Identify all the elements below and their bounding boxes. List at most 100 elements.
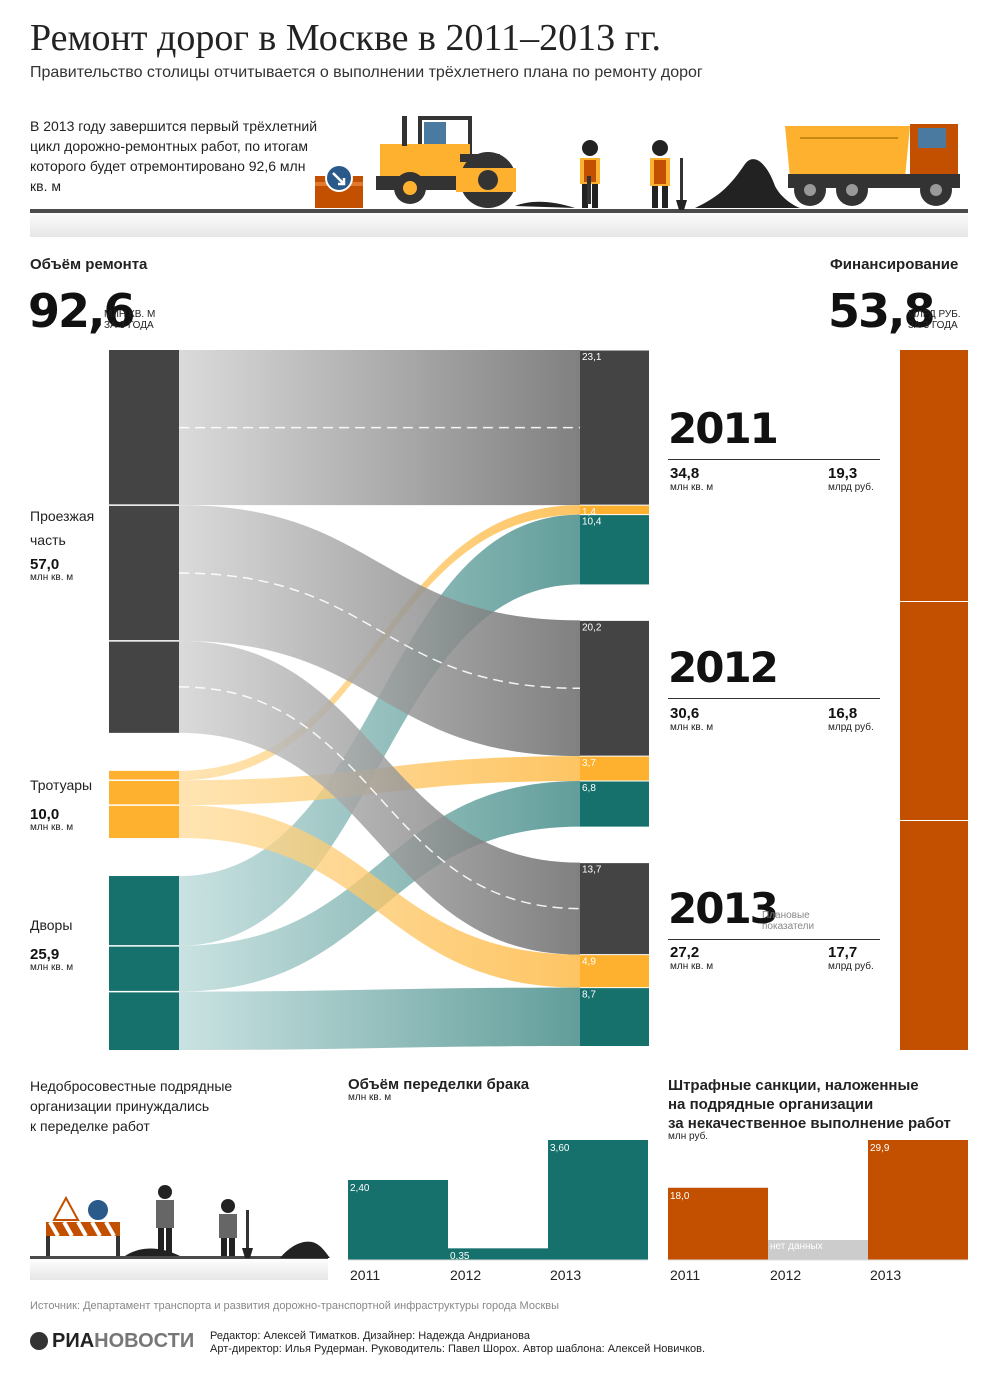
category-label-roadway: Проезжая часть: [30, 508, 95, 548]
financing-segment-2011: [900, 350, 968, 602]
worker-icon: [580, 140, 600, 208]
rework-bar-2011: [348, 1180, 448, 1260]
rework-bar-2013: [548, 1140, 648, 1260]
target-node-2011-yard: [580, 514, 649, 585]
worker-with-shovel-icon: [650, 140, 687, 210]
source-node-roadway: [109, 350, 179, 733]
globe-icon: [30, 1332, 48, 1350]
road-sign-icon: [315, 164, 363, 208]
target-label-2013-sidewalk: 4,9: [582, 957, 596, 968]
category-value-roadway: 57,0: [30, 556, 60, 573]
volume-heading: Объём ремонта: [30, 256, 148, 273]
year-area-2011: 34,8: [670, 465, 700, 482]
sankey-links: [178, 350, 581, 1050]
road-surface-line: [30, 209, 968, 213]
year-area-unit-2011: млн кв. м: [670, 482, 714, 493]
target-node-2011-roadway: [580, 350, 649, 506]
rework-bar-2012: [448, 1248, 548, 1260]
bottom-ground: [30, 1258, 328, 1280]
target-label-2012-sidewalk: 3,7: [582, 758, 596, 769]
lane-marking-2012: [178, 572, 581, 690]
year-money-2012: 16,8: [828, 705, 858, 722]
year-rule-2013: [668, 939, 880, 940]
year-label-2011: 2011: [668, 404, 779, 453]
rework-unit: млн кв. м: [348, 1092, 392, 1103]
year-money-unit-2011: млрд руб.: [828, 482, 874, 493]
rework-bar-label-2011: 2,40: [350, 1183, 370, 1194]
financing-bar: [900, 350, 968, 1050]
credits: Редактор: Алексей Тиматков. Дизайнер: На…: [210, 1330, 706, 1355]
volume-unit-line2: ЗА 3 ГОДА: [104, 320, 154, 331]
year-rule-2011: [668, 459, 880, 460]
sankey-chart: 23,1 1,410,4 20,2 3,7 6,8 13,7 4,9 8,7: [109, 349, 649, 1050]
intro-text: В 2013 году завершится первый трёхлетний…: [30, 118, 318, 194]
ria-novosti-logo: РИАНОВОСТИ: [30, 1330, 194, 1353]
financing-segment-2013: [900, 819, 968, 1050]
road-ground: [30, 209, 968, 237]
year-money-2013: 17,7: [828, 944, 858, 961]
planned-note-2013: Плановые показатели: [762, 910, 815, 932]
target-label-2012-roadway: 20,2: [582, 622, 602, 633]
target-node-2013-sidewalk: [580, 954, 649, 988]
sankey-link-2013-roadway: [179, 640, 580, 955]
financing-unit-line1: МЛРД РУБ.: [908, 309, 961, 320]
official-with-shovel-icon: [219, 1199, 253, 1258]
fines-bar-chart: 18,0 2011 нет данных 2012 29,9 2013: [668, 1140, 968, 1283]
year-area-unit-2012: млн кв. м: [670, 722, 714, 733]
asphalt-pile-small: [515, 201, 575, 208]
fines-unit: млн руб.: [668, 1131, 709, 1142]
target-label-2013-yard: 8,7: [582, 990, 596, 1001]
fines-bar-2012: [768, 1240, 868, 1260]
sankey-link-2013-sidewalk: [179, 805, 580, 988]
rework-axis-label-2013: 2013: [550, 1267, 581, 1283]
contractors-note: Недобросовестные подрядные организации п…: [30, 1078, 233, 1134]
financing-segment-2012: [900, 601, 968, 820]
year-area-2012: 30,6: [670, 705, 700, 722]
target-node-2012-sidewalk: [580, 756, 649, 781]
page-subtitle: Правительство столицы отчитывается о вып…: [30, 64, 703, 81]
rework-bar-label-2012: 0,35: [450, 1251, 470, 1262]
financing-unit-line2: ЗА 3 ГОДА: [908, 320, 958, 331]
official-icon: [156, 1185, 174, 1256]
year-money-2011: 19,3: [828, 465, 858, 482]
fines-bar-2011: [668, 1187, 768, 1260]
sankey-link-2013-yard: [179, 987, 580, 1050]
volume-total: 92,6: [28, 284, 135, 338]
construction-sign-icon: [46, 1195, 120, 1256]
fines-bar-label-2012: нет данных: [770, 1241, 823, 1252]
fines-title: Штрафные санкции, наложенные на подрядны…: [668, 1077, 951, 1132]
asphalt-pile-large: [695, 159, 800, 208]
year-money-unit-2013: млрд руб.: [828, 961, 874, 972]
target-label-2012-yard: 6,8: [582, 783, 596, 794]
category-unit-roadway: млн кв. м: [30, 572, 74, 583]
target-label-2011-roadway: 23,1: [582, 352, 602, 363]
year-label-2013: 2013: [668, 884, 779, 933]
category-value-sidewalk: 10,0: [30, 806, 60, 823]
asphalt-pile: [280, 1241, 330, 1258]
year-rule-2012: [668, 698, 880, 699]
target-label-2013-roadway: 13,7: [582, 865, 602, 876]
road-works-illustration: [315, 116, 960, 210]
lane-marking-2013: [178, 686, 581, 910]
road-roller-icon: [376, 116, 516, 208]
rework-title: Объём переделки брака: [348, 1076, 530, 1093]
financing-total: 53,8: [828, 284, 935, 338]
year-money-unit-2012: млрд руб.: [828, 722, 874, 733]
category-value-yards: 25,9: [30, 946, 60, 963]
volume-unit-line1: МЛН КВ. М: [104, 309, 156, 320]
fines-axis-label-2012: 2012: [770, 1267, 801, 1283]
fines-bar-label-2011: 18,0: [670, 1191, 690, 1202]
rework-bar-label-2013: 3,60: [550, 1143, 570, 1154]
rework-axis-label-2011: 2011: [350, 1267, 380, 1283]
sankey-labels: 23,1 1,410,4 20,2 3,7 6,8 13,7 4,9 8,7: [582, 352, 602, 1001]
target-label-2011-yard: 10,4: [582, 517, 602, 528]
page-title: Ремонт дорог в Москве в 2011–2013 гг.: [30, 17, 661, 59]
target-node-2013-roadway: [580, 862, 649, 955]
bottom-ground-line: [30, 1256, 328, 1259]
target-node-2012-yard: [580, 780, 649, 827]
category-label-sidewalk: Тротуары: [30, 777, 93, 793]
source-note: Источник: Департамент транспорта и разви…: [30, 1300, 560, 1312]
category-unit-sidewalk: млн кв. м: [30, 822, 74, 833]
year-label-2012: 2012: [668, 643, 779, 692]
sankey-nodes: [109, 349, 649, 1050]
